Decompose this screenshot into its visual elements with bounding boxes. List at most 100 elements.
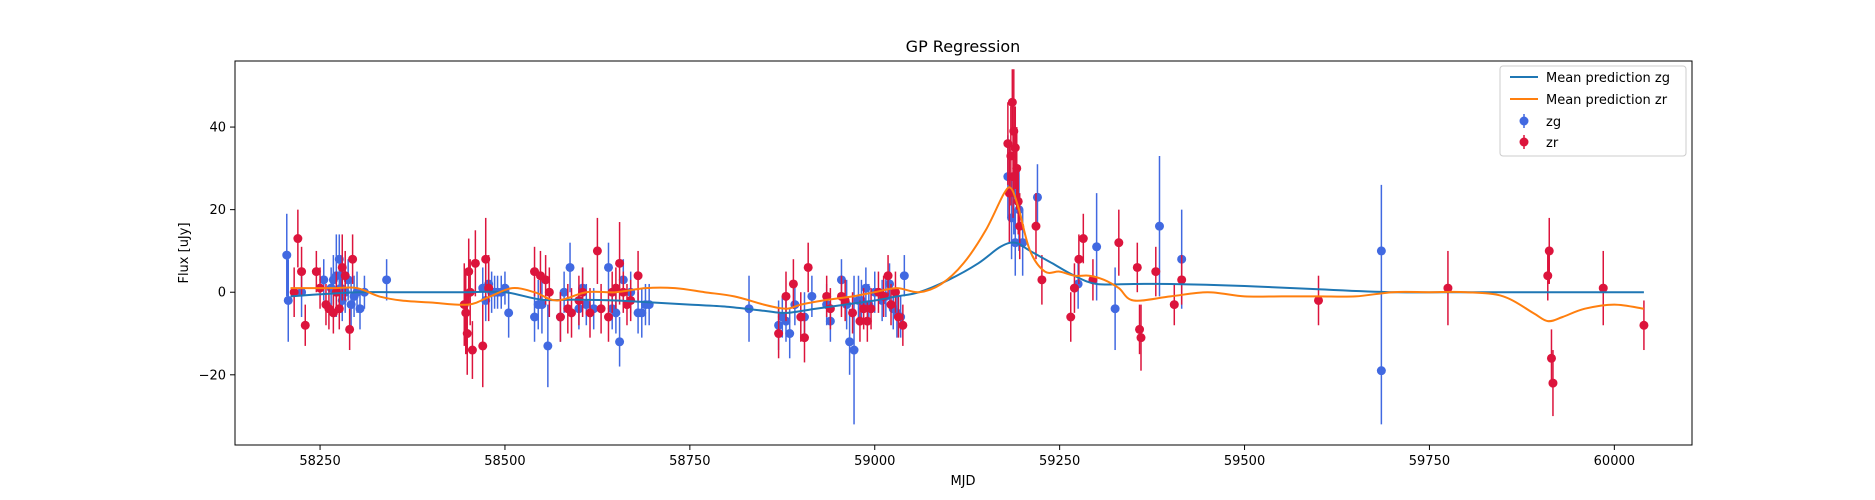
series-line-mean-prediction-zr xyxy=(291,187,1644,321)
marker xyxy=(848,308,857,317)
x-tick-label: 58750 xyxy=(669,454,710,469)
data-point-zr xyxy=(1599,251,1608,325)
marker xyxy=(885,279,894,288)
marker xyxy=(545,288,554,297)
marker xyxy=(1155,222,1164,231)
marker xyxy=(293,234,302,243)
series-layer xyxy=(282,69,1648,424)
plot-area xyxy=(235,61,1692,445)
marker xyxy=(1151,267,1160,276)
data-point-zr xyxy=(1547,329,1556,387)
data-point-zg xyxy=(282,214,291,297)
marker xyxy=(471,259,480,268)
marker xyxy=(463,329,472,338)
data-point-zg xyxy=(382,259,391,300)
data-point-zg xyxy=(1111,267,1120,350)
marker xyxy=(1114,238,1123,247)
marker xyxy=(1177,275,1186,284)
marker xyxy=(355,304,364,313)
data-point-zg xyxy=(543,305,552,388)
y-tick-label: 0 xyxy=(218,286,226,301)
marker xyxy=(850,346,859,355)
marker xyxy=(1012,164,1021,173)
chart-title: GP Regression xyxy=(906,37,1021,56)
x-axis: 58250 58500 58750 59000 59250 59500 59750 60000 xyxy=(299,445,1635,469)
marker xyxy=(341,271,350,280)
marker xyxy=(1377,246,1386,255)
marker xyxy=(894,313,903,322)
data-point-zr xyxy=(1031,193,1040,259)
x-tick-label: 58500 xyxy=(484,454,525,469)
data-point-zg xyxy=(566,243,575,293)
marker xyxy=(1135,325,1144,334)
x-tick-label: 58250 xyxy=(299,454,340,469)
data-point-zr xyxy=(1314,276,1323,326)
series-zg-points xyxy=(282,135,1386,424)
marker xyxy=(1133,263,1142,272)
marker xyxy=(1547,354,1556,363)
marker xyxy=(781,292,790,301)
data-point-zg xyxy=(1377,185,1386,317)
marker xyxy=(348,255,357,264)
marker xyxy=(1170,300,1179,309)
marker xyxy=(556,313,565,322)
series-zr-points xyxy=(290,69,1649,416)
data-point-zr xyxy=(345,309,354,350)
data-point-zr xyxy=(593,218,602,284)
marker xyxy=(898,321,907,330)
marker xyxy=(464,267,473,276)
marker xyxy=(634,271,643,280)
marker xyxy=(504,308,513,317)
marker xyxy=(345,325,354,334)
marker xyxy=(1008,98,1017,107)
marker xyxy=(1031,222,1040,231)
marker xyxy=(301,321,310,330)
data-point-zg xyxy=(284,259,293,342)
marker xyxy=(593,246,602,255)
marker xyxy=(1137,333,1146,342)
data-point-zr xyxy=(1135,305,1144,355)
marker xyxy=(1079,234,1088,243)
marker xyxy=(884,271,893,280)
marker xyxy=(1639,321,1648,330)
x-tick-label: 59500 xyxy=(1224,454,1265,469)
marker xyxy=(567,308,576,317)
legend-label-zg-line: Mean prediction zg xyxy=(1546,71,1670,86)
marker xyxy=(297,267,306,276)
marker xyxy=(478,341,487,350)
marker xyxy=(1070,284,1079,293)
marker xyxy=(887,300,896,309)
marker xyxy=(1092,242,1101,251)
y-tick-label: 40 xyxy=(209,121,226,136)
marker xyxy=(1545,246,1554,255)
data-point-zr xyxy=(1137,305,1146,371)
marker xyxy=(1548,379,1557,388)
x-tick-label: 59750 xyxy=(1409,454,1450,469)
data-point-zr xyxy=(1443,251,1452,325)
legend-label-zr-points: zr xyxy=(1546,136,1559,151)
marker xyxy=(615,259,624,268)
marker xyxy=(900,271,909,280)
data-point-zg xyxy=(1033,164,1042,230)
data-point-zr xyxy=(471,230,480,296)
marker xyxy=(1066,313,1075,322)
marker xyxy=(282,251,291,260)
marker xyxy=(543,341,552,350)
data-point-zg xyxy=(1377,317,1386,424)
marker xyxy=(1543,271,1552,280)
data-point-zr xyxy=(1037,255,1046,305)
marker xyxy=(789,279,798,288)
data-point-zr xyxy=(1170,284,1179,325)
marker xyxy=(1037,275,1046,284)
marker xyxy=(597,304,606,313)
data-point-zr xyxy=(1114,210,1123,276)
marker xyxy=(807,292,816,301)
y-tick-label: −20 xyxy=(199,368,226,383)
x-tick-label: 59000 xyxy=(854,454,895,469)
legend-label-zg-points: zg xyxy=(1546,115,1561,130)
marker xyxy=(800,333,809,342)
series-line-mean-prediction-zg xyxy=(291,243,1644,313)
legend: Mean prediction zg Mean prediction zr zg… xyxy=(1500,66,1686,156)
marker xyxy=(785,329,794,338)
